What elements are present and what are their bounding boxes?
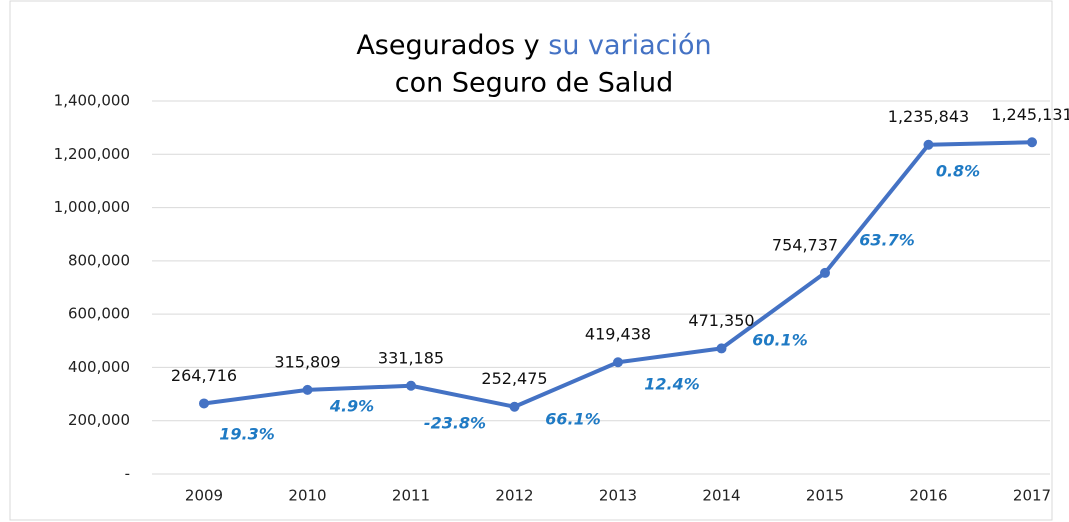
x-tick-label: 2012 xyxy=(495,487,533,505)
x-tick-label: 2017 xyxy=(1013,487,1051,505)
x-tick-label: 2013 xyxy=(599,487,637,505)
data-label: 1,245,131 xyxy=(991,105,1069,124)
variation-label: 66.1% xyxy=(545,410,601,429)
chart-title: Asegurados y su variación xyxy=(356,30,711,61)
y-tick-label: 200,000 xyxy=(68,411,130,429)
y-tick-label: - xyxy=(125,465,130,483)
variation-label: 63.7% xyxy=(859,231,915,250)
chart-title: con Seguro de Salud xyxy=(395,68,673,99)
variation-label: 4.9% xyxy=(329,397,374,416)
data-label: 252,475 xyxy=(481,369,547,388)
data-label: 1,235,843 xyxy=(888,107,969,126)
point xyxy=(199,398,209,409)
x-tick-label: 2014 xyxy=(702,487,740,505)
x-tick-label: 2016 xyxy=(909,487,947,505)
point xyxy=(716,343,727,354)
point xyxy=(923,139,934,150)
y-tick-label: 400,000 xyxy=(68,358,130,376)
data-label: 264,716 xyxy=(171,366,237,385)
variation-label: 19.3% xyxy=(219,425,275,444)
title-part: Asegurados y xyxy=(356,30,539,61)
point xyxy=(613,357,623,368)
title-part: su variación xyxy=(548,30,711,61)
variation-label: 0.8% xyxy=(936,162,980,181)
y-tick-label: 1,400,000 xyxy=(54,92,130,110)
y-tick-label: 1,200,000 xyxy=(54,145,130,163)
x-tick-label: 2010 xyxy=(288,487,326,505)
point xyxy=(302,384,313,395)
x-tick-label: 2011 xyxy=(392,487,430,505)
point xyxy=(406,380,416,391)
x-tick-label: 2009 xyxy=(185,487,223,505)
data-label: 315,809 xyxy=(274,352,340,371)
data-label: 419,438 xyxy=(585,325,651,344)
y-tick-label: 600,000 xyxy=(68,305,130,323)
x-tick-label: 2015 xyxy=(806,487,844,505)
variation-label: -23.8% xyxy=(424,414,486,433)
y-tick-label: 800,000 xyxy=(68,251,130,269)
variation-label: 12.4% xyxy=(644,375,700,394)
point xyxy=(509,401,520,412)
point xyxy=(820,267,830,278)
variation-label: 60.1% xyxy=(752,331,808,350)
y-tick-label: 1,000,000 xyxy=(54,198,130,216)
data-label: 754,737 xyxy=(772,235,838,254)
point xyxy=(1027,137,1037,148)
data-label: 331,185 xyxy=(378,348,444,367)
data-label: 471,350 xyxy=(688,311,754,330)
